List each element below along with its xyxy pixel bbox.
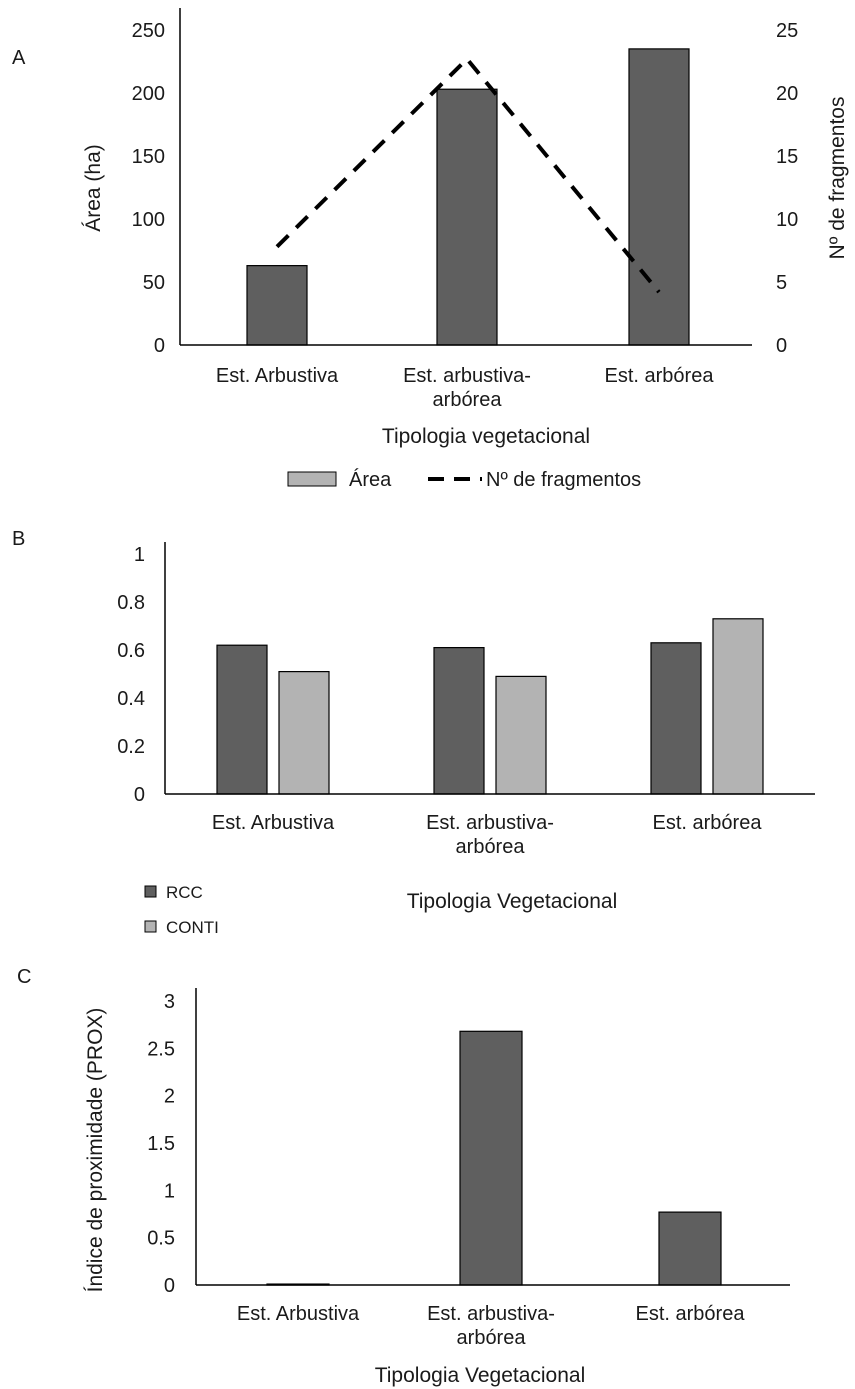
conti-bar xyxy=(278,670,330,795)
panel-c-category-label: Est. arbustiva-arbórea xyxy=(427,1303,555,1349)
panel-b-x-ticks: Est. Arbustiva Est. arbustiva-arbórea Est.… xyxy=(212,812,762,858)
panel-c-y-ticks: 0 0.5 1 1.5 2 2.5 3 xyxy=(147,991,175,1297)
panel-a-fragment-line xyxy=(275,56,661,294)
panel-c: C 0 0.5 1 1.5 2 2.5 3 Est. Arbustiva Est. arbus… xyxy=(17,966,790,1387)
panel-c-y-tick-label: 0.5 xyxy=(147,1228,175,1250)
panel-c-y-tick-label: 1.5 xyxy=(147,1133,175,1155)
legend-swatch-area xyxy=(287,471,337,487)
prox-bar xyxy=(658,1211,722,1286)
conti-bar xyxy=(495,675,547,795)
panel-a-y-tick-label: 150 xyxy=(132,146,165,168)
panel-c-y-tick-label: 0 xyxy=(164,1275,175,1297)
legend-label-area: Área xyxy=(349,468,392,491)
panel-a-y-tick-label: 250 xyxy=(132,20,165,42)
panel-a-y2-tick-label: 10 xyxy=(776,209,798,231)
panel-c-y-tick-label: 2 xyxy=(164,1086,175,1108)
panel-a-x-axis-label: Tipologia vegetacional xyxy=(382,425,590,448)
panel-a-category-label: Est. Arbustiva xyxy=(216,365,339,387)
panel-b-y-tick-label: 0.4 xyxy=(117,688,145,710)
legend-swatch-rcc xyxy=(144,885,157,898)
panel-c-letter: C xyxy=(17,966,31,988)
panel-b-bars xyxy=(216,618,764,795)
panel-a-x-ticks: Est. Arbustiva Est. arbustiva-arbórea Est.… xyxy=(216,365,714,411)
panel-a-y2-ticks: 0 5 10 15 20 25 xyxy=(776,20,798,357)
panel-a-category-label: Est. arbórea xyxy=(605,365,715,387)
panel-b-x-axis-label: Tipologia Vegetacional xyxy=(407,890,618,913)
legend-label-fragments: Nº de fragmentos xyxy=(486,469,641,491)
area-bar xyxy=(436,88,498,346)
panel-a-category-label: Est. arbustiva-arbórea xyxy=(403,365,531,411)
rcc-bar xyxy=(216,644,268,795)
panel-b-y-ticks: 0 0.2 0.4 0.6 0.8 1 xyxy=(117,544,145,806)
panel-b-y-tick-label: 0.6 xyxy=(117,640,145,662)
panel-b-y-tick-label: 1 xyxy=(134,544,145,566)
panel-b-y-tick-label: 0 xyxy=(134,784,145,806)
area-bar xyxy=(628,48,690,346)
rcc-bar xyxy=(433,646,485,795)
panel-a-y-ticks: 0 50 100 150 200 250 xyxy=(132,20,165,357)
panel-b-category-label: Est. arbórea xyxy=(653,812,763,834)
panel-c-category-label: Est. Arbustiva xyxy=(237,1303,360,1325)
panel-c-category-label: Est. arbórea xyxy=(636,1303,746,1325)
prox-bar xyxy=(459,1030,523,1286)
panel-c-x-axis-label: Tipologia Vegetacional xyxy=(375,1364,586,1387)
legend-label-conti: CONTI xyxy=(166,918,219,937)
legend-label-rcc: RCC xyxy=(166,883,203,902)
panel-b-letter: B xyxy=(12,528,25,550)
conti-bar xyxy=(712,618,764,795)
panel-b-legend: RCC CONTI xyxy=(144,883,219,937)
panel-a-y2-tick-label: 25 xyxy=(776,20,798,42)
panel-a-y-tick-label: 50 xyxy=(143,272,165,294)
legend-swatch-conti xyxy=(144,920,157,933)
panel-a-bars xyxy=(246,48,690,346)
rcc-bar xyxy=(650,642,702,795)
panel-b-category-label: Est. Arbustiva xyxy=(212,812,335,834)
panel-b-category-label: Est. arbustiva-arbórea xyxy=(426,812,554,858)
panel-a-legend: Área Nº de fragmentos xyxy=(287,468,641,491)
area-bar xyxy=(246,265,308,346)
panel-a-y2-tick-label: 5 xyxy=(776,272,787,294)
panel-c-y-axis-label: Índice de proximidade (PROX) xyxy=(84,1008,107,1293)
panel-a-y2-tick-label: 0 xyxy=(776,335,787,357)
panel-c-x-ticks: Est. Arbustiva Est. arbustiva-arbórea Est.… xyxy=(237,1303,745,1349)
panel-a-y-axis-label: Área (ha) xyxy=(82,144,105,232)
panel-b-y-tick-label: 0.2 xyxy=(117,736,145,758)
panel-a-y-tick-label: 0 xyxy=(154,335,165,357)
panel-c-y-tick-label: 3 xyxy=(164,991,175,1013)
panel-a: A 0 50 100 150 200 250 0 5 10 15 20 25 Est. Arbust… xyxy=(12,8,849,491)
panel-a-y-tick-label: 200 xyxy=(132,83,165,105)
panel-b-y-tick-label: 0.8 xyxy=(117,592,145,614)
panel-a-y2-tick-label: 20 xyxy=(776,83,798,105)
panel-a-y2-tick-label: 15 xyxy=(776,146,798,168)
panel-a-letter: A xyxy=(12,47,26,69)
panel-a-y2-axis-label: Nº de fragmentos xyxy=(826,97,849,260)
panel-a-y-tick-label: 100 xyxy=(132,209,165,231)
panel-c-bars xyxy=(266,1030,722,1286)
panel-b: B 0 0.2 0.4 0.6 0.8 1 Est. Arbustiva Est. arbu… xyxy=(12,528,815,937)
panel-c-y-tick-label: 2.5 xyxy=(147,1038,175,1060)
panel-c-y-tick-label: 1 xyxy=(164,1180,175,1202)
